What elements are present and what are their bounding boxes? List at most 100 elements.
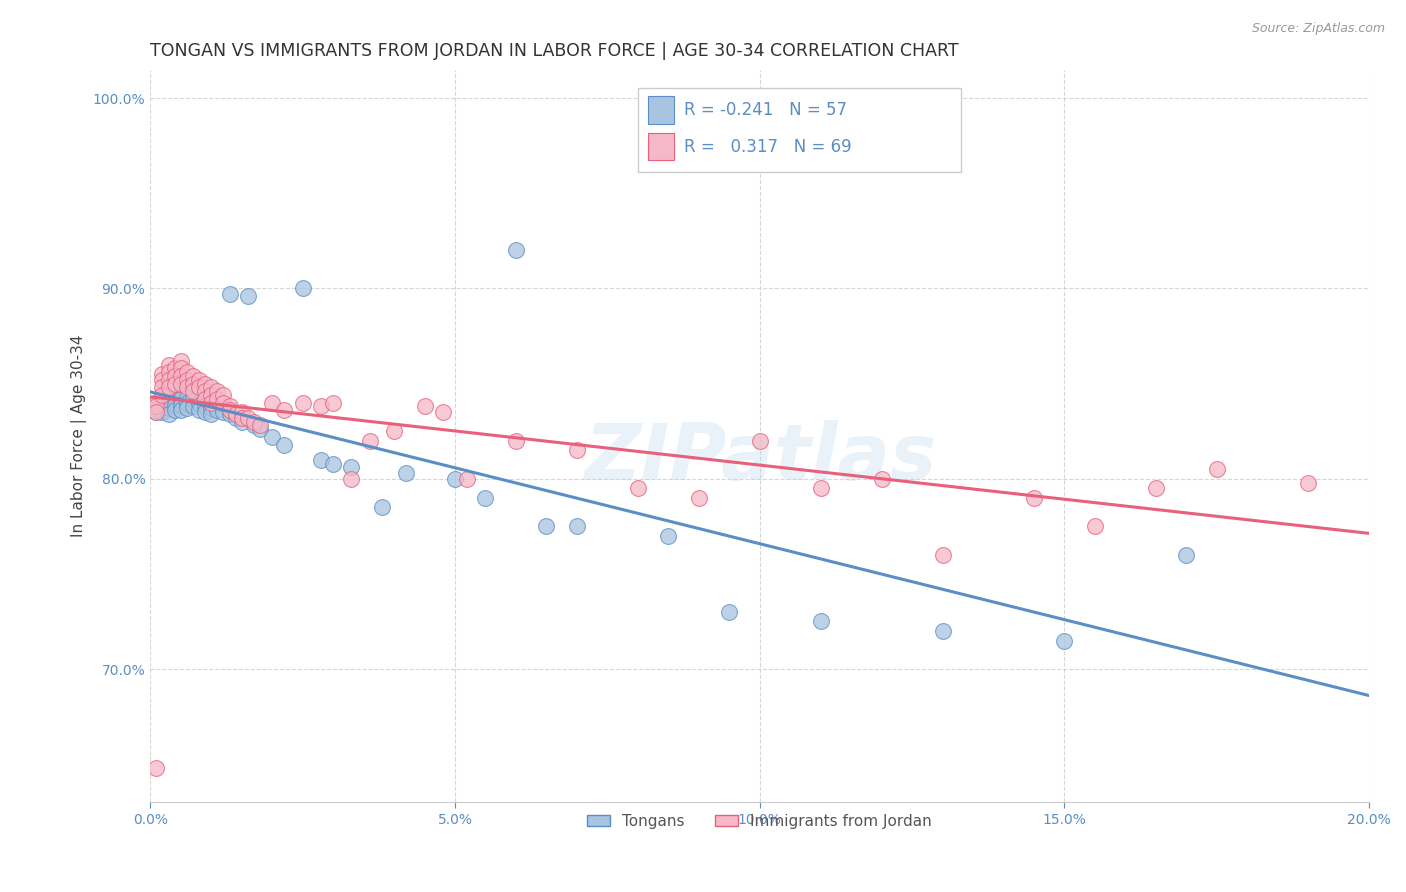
Immigrants from Jordan [163, 369, 186, 384]
Immigrants from Jordan [218, 400, 240, 414]
Tongans [718, 605, 741, 619]
Immigrants from Jordan [152, 380, 174, 394]
Text: R = -0.241   N = 57: R = -0.241 N = 57 [685, 101, 848, 119]
Immigrants from Jordan [359, 434, 381, 448]
Immigrants from Jordan [152, 373, 174, 387]
Tongans [225, 410, 247, 425]
Immigrants from Jordan [181, 384, 204, 399]
Immigrants from Jordan [810, 481, 832, 495]
Tongans [322, 457, 344, 471]
Tongans [152, 405, 174, 419]
Tongans [565, 519, 588, 533]
Immigrants from Jordan [1084, 519, 1107, 533]
FancyBboxPatch shape [638, 88, 960, 172]
Tongans [194, 405, 217, 419]
Tongans [474, 491, 496, 505]
Immigrants from Jordan [200, 388, 222, 402]
Tongans [249, 422, 271, 436]
Text: ZIPatlas: ZIPatlas [583, 420, 936, 496]
Immigrants from Jordan [176, 380, 198, 394]
Tongans [170, 403, 193, 417]
Immigrants from Jordan [145, 395, 167, 409]
Immigrants from Jordan [181, 369, 204, 384]
Tongans [273, 437, 295, 451]
Immigrants from Jordan [200, 380, 222, 394]
Immigrants from Jordan [170, 353, 193, 368]
Immigrants from Jordan [188, 373, 211, 387]
Tongans [218, 287, 240, 301]
Tongans [163, 392, 186, 406]
Immigrants from Jordan [163, 376, 186, 391]
Immigrants from Jordan [565, 443, 588, 458]
Immigrants from Jordan [225, 407, 247, 421]
Immigrants from Jordan [273, 403, 295, 417]
Text: R =   0.317   N = 69: R = 0.317 N = 69 [685, 137, 852, 155]
Tongans [163, 398, 186, 412]
Y-axis label: In Labor Force | Age 30-34: In Labor Force | Age 30-34 [72, 334, 87, 537]
Immigrants from Jordan [249, 418, 271, 433]
Immigrants from Jordan [931, 548, 953, 562]
Immigrants from Jordan [231, 405, 253, 419]
Immigrants from Jordan [1022, 491, 1045, 505]
Tongans [931, 624, 953, 638]
Tongans [207, 403, 229, 417]
Immigrants from Jordan [340, 472, 363, 486]
Tongans [291, 281, 314, 295]
Tongans [200, 401, 222, 416]
Tongans [262, 430, 284, 444]
Immigrants from Jordan [207, 392, 229, 406]
Tongans [181, 400, 204, 414]
Immigrants from Jordan [145, 761, 167, 775]
Tongans [145, 395, 167, 409]
Immigrants from Jordan [157, 373, 180, 387]
Tongans [181, 392, 204, 406]
Immigrants from Jordan [262, 395, 284, 409]
Tongans [340, 460, 363, 475]
Legend: Tongans, Immigrants from Jordan: Tongans, Immigrants from Jordan [581, 807, 938, 835]
Tongans [157, 390, 180, 404]
Immigrants from Jordan [243, 415, 266, 429]
Immigrants from Jordan [382, 424, 405, 438]
Immigrants from Jordan [163, 361, 186, 376]
Immigrants from Jordan [309, 400, 332, 414]
Tongans [1053, 633, 1076, 648]
Tongans [152, 395, 174, 409]
Tongans [243, 418, 266, 433]
Immigrants from Jordan [207, 384, 229, 399]
Immigrants from Jordan [870, 472, 893, 486]
Tongans [810, 615, 832, 629]
Tongans [231, 415, 253, 429]
Immigrants from Jordan [157, 365, 180, 379]
Tongans [505, 244, 527, 258]
Tongans [200, 407, 222, 421]
Tongans [657, 529, 679, 543]
Immigrants from Jordan [236, 410, 259, 425]
Tongans [309, 452, 332, 467]
Immigrants from Jordan [627, 481, 650, 495]
Tongans [170, 386, 193, 401]
Immigrants from Jordan [145, 405, 167, 419]
Tongans [176, 390, 198, 404]
Immigrants from Jordan [157, 358, 180, 372]
Tongans [152, 390, 174, 404]
Immigrants from Jordan [194, 376, 217, 391]
Immigrants from Jordan [194, 384, 217, 399]
Immigrants from Jordan [194, 392, 217, 406]
Tongans [176, 395, 198, 409]
Immigrants from Jordan [176, 365, 198, 379]
Text: Source: ZipAtlas.com: Source: ZipAtlas.com [1251, 22, 1385, 36]
Immigrants from Jordan [145, 400, 167, 414]
Tongans [157, 401, 180, 416]
Immigrants from Jordan [231, 410, 253, 425]
Immigrants from Jordan [212, 395, 235, 409]
Tongans [152, 400, 174, 414]
Tongans [145, 400, 167, 414]
Immigrants from Jordan [432, 405, 454, 419]
Tongans [218, 407, 240, 421]
Immigrants from Jordan [688, 491, 710, 505]
FancyBboxPatch shape [648, 133, 675, 161]
Tongans [194, 400, 217, 414]
Tongans [170, 398, 193, 412]
Tongans [212, 405, 235, 419]
Immigrants from Jordan [170, 376, 193, 391]
